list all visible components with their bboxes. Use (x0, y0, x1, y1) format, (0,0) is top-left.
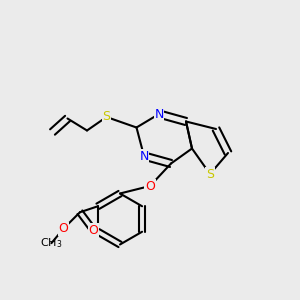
Text: O: O (88, 224, 98, 237)
Text: S: S (103, 110, 110, 124)
Text: CH$_3$: CH$_3$ (40, 236, 63, 250)
Text: O: O (58, 222, 68, 235)
Text: N: N (139, 149, 149, 163)
Text: O: O (145, 179, 155, 193)
Text: S: S (206, 167, 214, 181)
Text: N: N (154, 107, 164, 121)
